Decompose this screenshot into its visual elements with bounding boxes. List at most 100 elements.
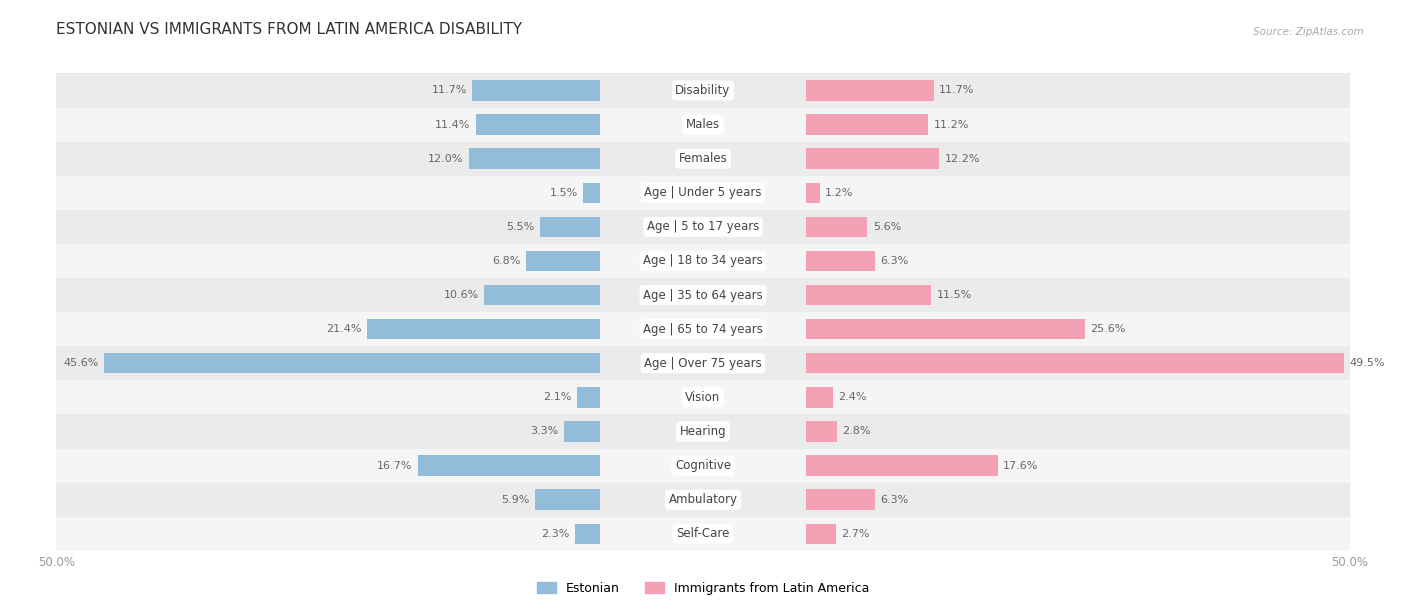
Text: 6.8%: 6.8% — [492, 256, 520, 266]
Text: 11.5%: 11.5% — [936, 290, 972, 300]
Bar — [56, 176, 599, 210]
Bar — [807, 517, 1350, 551]
Bar — [807, 414, 1350, 449]
Bar — [807, 449, 1350, 483]
Bar — [807, 108, 1350, 141]
Text: 5.6%: 5.6% — [873, 222, 901, 232]
Text: 2.1%: 2.1% — [543, 392, 571, 402]
Bar — [599, 312, 807, 346]
Bar — [807, 141, 1350, 176]
Text: Disability: Disability — [675, 84, 731, 97]
Bar — [807, 217, 868, 237]
Bar — [807, 210, 1350, 244]
Bar — [807, 449, 1350, 483]
Text: Age | Over 75 years: Age | Over 75 years — [644, 357, 762, 370]
Bar — [807, 483, 1350, 517]
Text: 12.0%: 12.0% — [429, 154, 464, 163]
Bar — [807, 176, 1350, 210]
Bar — [56, 244, 599, 278]
Bar — [56, 244, 599, 278]
Bar — [807, 176, 1350, 210]
Bar — [599, 108, 807, 141]
Bar — [56, 73, 599, 108]
Bar — [56, 312, 599, 346]
Text: Self-Care: Self-Care — [676, 528, 730, 540]
Bar — [599, 176, 807, 210]
Text: 49.5%: 49.5% — [1350, 358, 1385, 368]
Text: 25.6%: 25.6% — [1090, 324, 1125, 334]
Bar — [599, 312, 807, 346]
Bar — [807, 414, 1350, 449]
Text: 11.7%: 11.7% — [939, 86, 974, 95]
Bar — [575, 523, 599, 544]
Bar — [807, 149, 939, 169]
Bar — [599, 278, 807, 312]
Text: 2.4%: 2.4% — [838, 392, 866, 402]
Bar — [807, 319, 1084, 340]
Text: Hearing: Hearing — [679, 425, 727, 438]
Text: Age | 35 to 64 years: Age | 35 to 64 years — [643, 289, 763, 302]
Bar — [807, 182, 820, 203]
Bar — [599, 449, 807, 483]
Bar — [807, 114, 928, 135]
Text: Age | 5 to 17 years: Age | 5 to 17 years — [647, 220, 759, 233]
Text: 5.9%: 5.9% — [502, 494, 530, 505]
Text: 17.6%: 17.6% — [1002, 461, 1039, 471]
Text: Males: Males — [686, 118, 720, 131]
Bar — [807, 346, 1350, 380]
Bar — [807, 141, 1350, 176]
Bar — [807, 251, 875, 271]
Bar — [599, 414, 807, 449]
Bar — [56, 141, 599, 176]
Bar — [807, 278, 1350, 312]
Bar — [599, 73, 807, 108]
Bar — [807, 73, 1350, 108]
Text: 2.3%: 2.3% — [541, 529, 569, 539]
Bar — [56, 346, 599, 380]
Bar — [807, 210, 1350, 244]
Text: Age | Under 5 years: Age | Under 5 years — [644, 186, 762, 200]
Bar — [56, 483, 599, 517]
Bar — [807, 312, 1350, 346]
Bar — [56, 517, 599, 551]
Bar — [599, 141, 807, 176]
Bar — [367, 319, 599, 340]
Text: 5.5%: 5.5% — [506, 222, 534, 232]
Text: 12.2%: 12.2% — [945, 154, 980, 163]
Bar — [807, 278, 1350, 312]
Bar — [599, 346, 807, 380]
Bar — [599, 380, 807, 414]
Text: Age | 18 to 34 years: Age | 18 to 34 years — [643, 255, 763, 267]
Bar — [599, 210, 807, 244]
Bar — [56, 176, 599, 210]
Text: 6.3%: 6.3% — [880, 494, 908, 505]
Bar — [56, 517, 599, 551]
Bar — [526, 251, 599, 271]
Bar — [599, 449, 807, 483]
Bar — [807, 517, 1350, 551]
Bar — [56, 278, 599, 312]
Bar — [599, 483, 807, 517]
Text: 11.7%: 11.7% — [432, 86, 467, 95]
Bar — [599, 380, 807, 414]
Bar — [56, 278, 599, 312]
Bar — [807, 380, 1350, 414]
Bar — [56, 380, 599, 414]
Bar — [599, 517, 807, 551]
Bar — [599, 244, 807, 278]
Bar — [807, 285, 931, 305]
Text: Age | 65 to 74 years: Age | 65 to 74 years — [643, 323, 763, 335]
Bar — [56, 414, 599, 449]
Text: 11.4%: 11.4% — [434, 119, 470, 130]
Bar — [484, 285, 599, 305]
Text: 6.3%: 6.3% — [880, 256, 908, 266]
Text: Females: Females — [679, 152, 727, 165]
Bar — [56, 141, 599, 176]
Text: 16.7%: 16.7% — [377, 461, 412, 471]
Bar — [56, 108, 599, 141]
Bar — [56, 414, 599, 449]
Bar — [564, 421, 599, 442]
Bar — [56, 483, 599, 517]
Bar — [583, 182, 599, 203]
Bar — [807, 523, 835, 544]
